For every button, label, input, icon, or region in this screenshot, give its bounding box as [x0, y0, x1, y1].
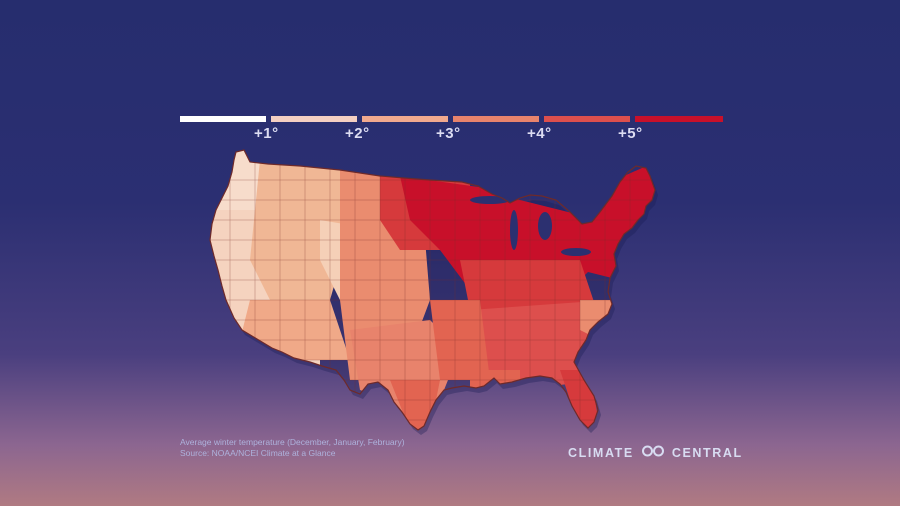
legend-bar-1: [180, 116, 266, 122]
legend-tick-4: +4°: [527, 125, 552, 142]
legend-tick-1: +1°: [254, 125, 279, 142]
legend-tick-2: +2°: [345, 125, 370, 142]
legend-bar-6: [635, 116, 723, 122]
brand-text-right: CENTRAL: [671, 445, 743, 460]
double-loop-logo-icon: [640, 445, 666, 460]
lake-superior: [470, 196, 510, 204]
temperature-legend: +1° +2° +3° +4° +5°: [180, 116, 723, 146]
lake-erie: [561, 248, 591, 256]
legend-bar-4: [453, 116, 539, 122]
brand-text-left: CLIMATE: [568, 445, 634, 460]
legend-bar-2: [271, 116, 357, 122]
legend-bar-5: [544, 116, 630, 122]
lake-huron: [538, 212, 552, 240]
lake-michigan: [510, 210, 518, 250]
legend-tick-5: +5°: [618, 125, 643, 142]
source-caption: Average winter temperature (December, Ja…: [180, 437, 405, 459]
great-lakes: [470, 196, 591, 256]
legend-bar-3: [362, 116, 448, 122]
caption-line-2: Source: NOAA/NCEI Climate at a Glance: [180, 448, 336, 458]
caption-line-1: Average winter temperature (December, Ja…: [180, 437, 405, 447]
county-borders: [210, 150, 655, 430]
climate-central-logo: CLIMATE CENTRAL: [568, 445, 743, 460]
legend-tick-3: +3°: [436, 125, 461, 142]
